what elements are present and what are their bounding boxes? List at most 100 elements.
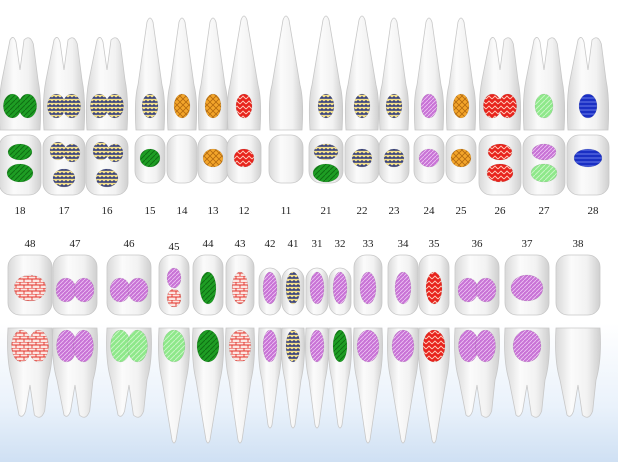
lower-occlusal-mark-48-1 bbox=[13, 274, 47, 302]
upper-buccal-mark-27-1 bbox=[534, 93, 554, 119]
upper-tooth-buccal-18[interactable] bbox=[0, 37, 42, 131]
upper-buccal-mark-15-1 bbox=[141, 93, 159, 119]
tooth-number-28: 28 bbox=[588, 205, 600, 217]
lower-occlusal-mark-46-2 bbox=[127, 277, 149, 303]
upper-tooth-buccal-26[interactable] bbox=[478, 37, 522, 131]
upper-tooth-buccal-21[interactable] bbox=[308, 15, 344, 131]
upper-tooth-buccal-28[interactable] bbox=[566, 37, 610, 131]
upper-tooth-buccal-17[interactable] bbox=[42, 37, 86, 131]
upper-occlusal-mark-22-1 bbox=[351, 148, 373, 168]
tooth-number-33: 33 bbox=[363, 238, 375, 250]
upper-buccal-mark-17-2 bbox=[62, 93, 81, 119]
upper-buccal-mark-22-1 bbox=[353, 93, 371, 119]
upper-buccal-mark-16-2 bbox=[105, 93, 124, 119]
upper-occlusal-mark-21-2 bbox=[312, 163, 340, 183]
tooth-number-37: 37 bbox=[522, 238, 534, 250]
tooth-number-23: 23 bbox=[389, 205, 401, 217]
lower-occlusal-mark-34-1 bbox=[394, 271, 412, 305]
upper-occlusal-mark-16-1 bbox=[92, 141, 110, 161]
lower-occlusal-mark-46-1 bbox=[109, 277, 131, 303]
tooth-number-47: 47 bbox=[70, 238, 82, 250]
lower-buccal-mark-44-1 bbox=[196, 329, 220, 363]
tooth-number-46: 46 bbox=[124, 238, 136, 250]
tooth-number-27: 27 bbox=[539, 205, 551, 217]
lower-occlusal-mark-37-1 bbox=[510, 274, 544, 302]
tooth-number-14: 14 bbox=[177, 205, 189, 217]
upper-buccal-mark-24-1 bbox=[420, 93, 438, 119]
upper-occlusal-mark-16-2 bbox=[106, 143, 124, 163]
tooth-number-21: 21 bbox=[321, 205, 332, 217]
lower-occlusal-mark-45-1 bbox=[166, 267, 182, 289]
lower-buccal-mark-37-1 bbox=[512, 329, 542, 363]
tooth-number-44: 44 bbox=[203, 238, 215, 250]
lower-buccal-mark-43-1 bbox=[228, 329, 252, 363]
upper-tooth-buccal-22[interactable] bbox=[344, 15, 380, 131]
tooth-number-43: 43 bbox=[235, 238, 247, 250]
upper-buccal-mark-12-1 bbox=[235, 93, 253, 119]
upper-occlusal-mark-17-2 bbox=[63, 143, 81, 163]
upper-occlusal-mark-16-3 bbox=[95, 168, 119, 188]
lower-buccal-mark-32-1 bbox=[332, 329, 348, 363]
tooth-number-22: 22 bbox=[357, 205, 368, 217]
lower-buccal-mark-46-2 bbox=[127, 329, 148, 363]
upper-occlusal-mark-18-1 bbox=[7, 143, 33, 161]
lower-buccal-mark-34-1 bbox=[391, 329, 415, 363]
upper-occlusal-mark-27-1 bbox=[531, 143, 557, 161]
tooth-number-41: 41 bbox=[288, 238, 299, 250]
upper-buccal-mark-13-1 bbox=[204, 93, 222, 119]
upper-tooth-occlusal-11[interactable] bbox=[268, 134, 304, 184]
upper-occlusal-mark-28-1 bbox=[573, 148, 603, 168]
lower-buccal-mark-45-1 bbox=[162, 329, 186, 363]
lower-occlusal-mark-45-2 bbox=[166, 288, 182, 308]
lower-occlusal-mark-33-1 bbox=[359, 271, 377, 305]
lower-occlusal-mark-41-1 bbox=[285, 271, 301, 305]
upper-tooth-buccal-27[interactable] bbox=[522, 37, 566, 131]
tooth-number-31: 31 bbox=[312, 238, 323, 250]
lower-occlusal-mark-43-1 bbox=[231, 271, 249, 305]
upper-tooth-occlusal-14[interactable] bbox=[166, 134, 198, 184]
tooth-number-15: 15 bbox=[145, 205, 157, 217]
tooth-number-16: 16 bbox=[102, 205, 114, 217]
upper-occlusal-mark-23-1 bbox=[383, 148, 405, 168]
upper-buccal-mark-14-1 bbox=[173, 93, 191, 119]
lower-tooth-buccal-38[interactable] bbox=[555, 327, 601, 418]
upper-occlusal-mark-17-1 bbox=[49, 141, 67, 161]
lower-buccal-mark-48-2 bbox=[28, 329, 49, 363]
lower-occlusal-mark-36-1 bbox=[457, 277, 479, 303]
upper-tooth-buccal-11[interactable] bbox=[268, 15, 304, 131]
lower-tooth-occlusal-38[interactable] bbox=[555, 254, 601, 316]
tooth-number-17: 17 bbox=[59, 205, 71, 217]
lower-occlusal-mark-42-1 bbox=[262, 271, 278, 305]
upper-occlusal-mark-26-2 bbox=[486, 163, 514, 183]
lower-buccal-mark-47-2 bbox=[73, 329, 94, 363]
upper-buccal-mark-25-1 bbox=[452, 93, 470, 119]
upper-buccal-mark-28-1 bbox=[578, 93, 598, 119]
upper-buccal-mark-26-2 bbox=[498, 93, 517, 119]
upper-occlusal-mark-27-2 bbox=[530, 163, 558, 183]
lower-buccal-mark-33-1 bbox=[356, 329, 380, 363]
upper-buccal-mark-21-1 bbox=[317, 93, 335, 119]
lower-occlusal-mark-47-1 bbox=[55, 277, 77, 303]
upper-occlusal-mark-17-3 bbox=[52, 168, 76, 188]
tooth-number-36: 36 bbox=[472, 238, 484, 250]
upper-tooth-buccal-12[interactable] bbox=[226, 15, 262, 131]
upper-occlusal-mark-12-1 bbox=[233, 148, 255, 168]
lower-buccal-mark-31-1 bbox=[309, 329, 325, 363]
upper-occlusal-mark-25-1 bbox=[450, 148, 472, 168]
tooth-number-25: 25 bbox=[456, 205, 468, 217]
lower-buccal-mark-36-2 bbox=[475, 329, 496, 363]
lower-occlusal-mark-31-1 bbox=[309, 271, 325, 305]
lower-occlusal-mark-47-2 bbox=[73, 277, 95, 303]
tooth-number-24: 24 bbox=[424, 205, 436, 217]
lower-occlusal-mark-32-1 bbox=[332, 271, 348, 305]
tooth-number-11: 11 bbox=[281, 205, 292, 217]
tooth-number-13: 13 bbox=[208, 205, 220, 217]
lower-occlusal-mark-44-1 bbox=[199, 271, 217, 305]
upper-tooth-buccal-16[interactable] bbox=[85, 37, 129, 131]
tooth-number-35: 35 bbox=[429, 238, 441, 250]
lower-occlusal-mark-36-2 bbox=[475, 277, 497, 303]
tooth-number-34: 34 bbox=[398, 238, 410, 250]
tooth-number-32: 32 bbox=[335, 238, 346, 250]
upper-buccal-mark-18-2 bbox=[18, 93, 37, 119]
